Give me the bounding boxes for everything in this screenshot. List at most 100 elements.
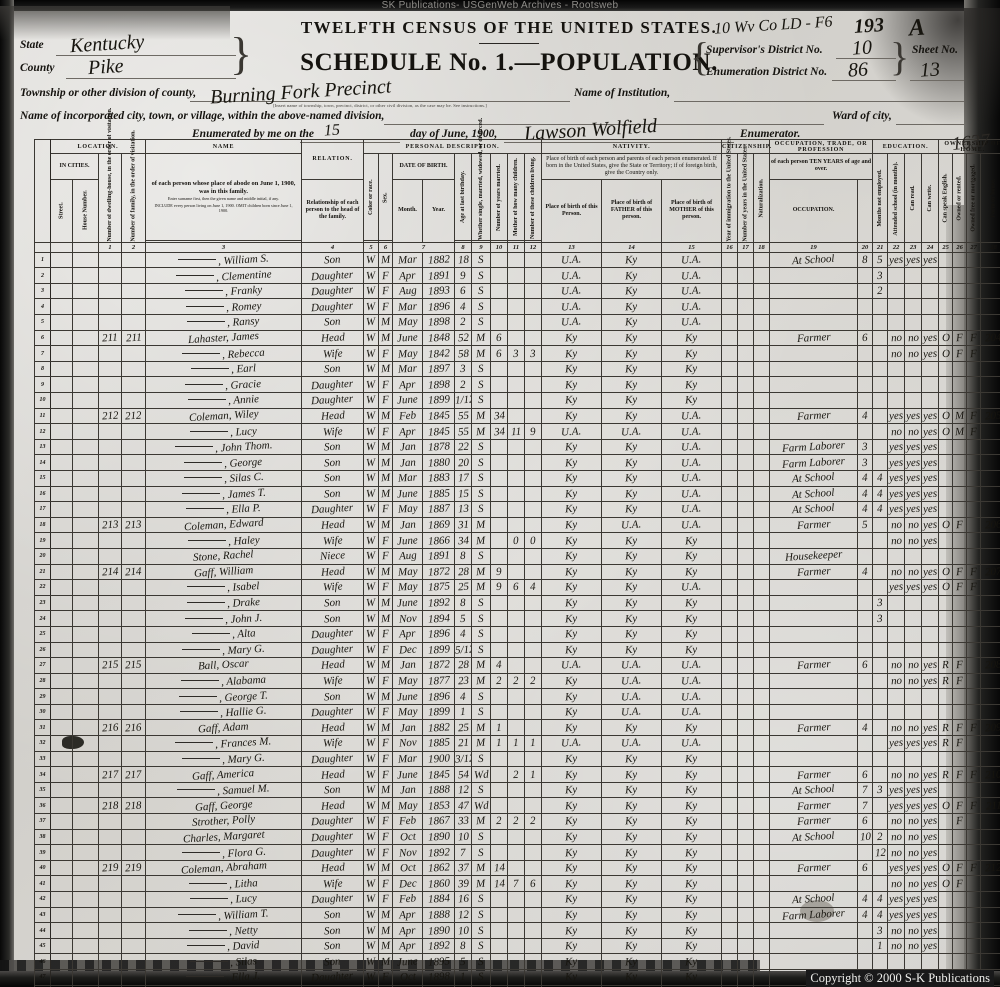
cell-school[interactable] (872, 532, 889, 549)
cell-name[interactable]: , William T. (145, 906, 302, 924)
cell-farm[interactable] (980, 251, 1000, 269)
cell-eng[interactable]: yes (921, 735, 940, 752)
cell-occ[interactable]: Farm Laborer (769, 438, 859, 456)
cell-mort[interactable]: F (952, 579, 968, 596)
cell-fbp[interactable]: U.A. (601, 672, 663, 690)
cell-cl[interactable] (523, 267, 543, 284)
cell-read[interactable] (887, 953, 906, 970)
cell-imm[interactable] (721, 906, 739, 924)
cell-month[interactable]: Dec (392, 641, 423, 659)
cell-school[interactable] (872, 641, 889, 659)
cell-dwelling[interactable] (98, 891, 122, 908)
cell-eng[interactable] (921, 267, 940, 284)
cell-house[interactable] (72, 937, 99, 955)
cell-month[interactable]: Jan (392, 781, 423, 799)
cell-house[interactable] (72, 282, 99, 300)
cell-relation[interactable]: Son (301, 781, 364, 799)
cell-nat[interactable] (753, 516, 771, 534)
cell-year[interactable]: 1875 (422, 579, 455, 596)
cell-mbp[interactable]: Ky (661, 392, 723, 409)
cell-age[interactable]: 23 (454, 672, 472, 690)
cell-house[interactable] (72, 968, 99, 986)
cell-cb[interactable]: 7 (507, 875, 525, 893)
cell-own[interactable]: R (938, 719, 954, 737)
cell-mbp[interactable]: Ky (661, 329, 723, 347)
cell-relation[interactable]: Wife (301, 579, 364, 596)
cell-mort[interactable] (952, 937, 968, 955)
cell-family[interactable] (121, 485, 146, 503)
cell-eng[interactable]: yes (921, 563, 940, 581)
cell-marital[interactable]: M (471, 813, 491, 830)
cell-write[interactable]: no (904, 329, 923, 347)
cell-eng[interactable]: yes (921, 438, 940, 456)
cell-color[interactable]: W (363, 516, 379, 534)
cell-color[interactable]: W (363, 891, 379, 908)
cell-dwelling[interactable] (98, 688, 122, 705)
cell-eng[interactable] (921, 298, 940, 316)
cell-dwelling[interactable] (98, 485, 122, 503)
cell-name[interactable]: , Lucy (145, 891, 302, 908)
cell-cb[interactable] (507, 407, 525, 425)
cell-name[interactable]: , Mary G. (145, 641, 302, 659)
cell-street[interactable] (50, 828, 73, 846)
cell-write[interactable] (904, 953, 923, 970)
cell-ym[interactable] (490, 485, 508, 503)
cell-mort[interactable] (952, 625, 968, 643)
cell-own[interactable] (938, 360, 954, 378)
cell-cb[interactable] (507, 719, 525, 737)
cell-dwelling[interactable]: 214 (98, 563, 122, 581)
cell-cl[interactable]: 9 (523, 423, 543, 440)
cell-mort[interactable] (952, 688, 968, 705)
cell-ym[interactable] (490, 766, 508, 783)
cell-sex[interactable]: F (378, 392, 393, 409)
cell-cl[interactable] (523, 797, 543, 815)
cell-month[interactable]: Oct (392, 859, 423, 877)
cell-year[interactable]: 1869 (422, 516, 455, 534)
cell-cb[interactable] (507, 469, 525, 487)
cell-nat[interactable] (753, 376, 771, 394)
cell-year[interactable]: 1898 (422, 376, 455, 394)
table-row[interactable]: 37 Strother, Polly Daughter W F Feb 1867 33 M 2 2 2… (34, 813, 1000, 830)
cell-yrs[interactable] (737, 688, 755, 705)
cell-ym[interactable]: 2 (490, 672, 508, 690)
cell-cl[interactable] (523, 625, 543, 643)
cell-occ[interactable]: Farmer (769, 719, 859, 737)
cell-ym[interactable] (490, 392, 508, 409)
cell-color[interactable]: W (363, 968, 379, 986)
cell-imm[interactable] (721, 579, 739, 596)
cell-bp[interactable]: Ky (541, 781, 603, 799)
cell-imm[interactable] (721, 423, 739, 440)
cell-year[interactable]: 1845 (422, 423, 455, 440)
cell-fh[interactable] (966, 844, 982, 861)
cell-fh[interactable] (966, 438, 982, 456)
cell-bp[interactable]: Ky (541, 376, 603, 394)
cell-bp[interactable]: Ky (541, 922, 603, 939)
cell-imm[interactable] (721, 657, 739, 674)
cell-own[interactable] (938, 625, 954, 643)
cell-sex[interactable]: M (378, 937, 393, 955)
cell-mos[interactable]: 4 (857, 501, 874, 518)
cell-year[interactable]: 1887 (422, 501, 455, 518)
cell-month[interactable]: Oct (392, 828, 423, 846)
cell-mos[interactable] (857, 875, 874, 893)
cell-eng[interactable]: yes (921, 407, 940, 425)
cell-year[interactable]: 1845 (422, 766, 455, 783)
cell-imm[interactable] (721, 735, 739, 752)
cell-month[interactable]: May (392, 314, 423, 331)
cell-write[interactable]: no (904, 657, 923, 674)
cell-sex[interactable]: M (378, 329, 393, 347)
cell-imm[interactable] (721, 875, 739, 893)
cell-occ[interactable]: At School (769, 469, 859, 487)
cell-mbp[interactable]: U.A. (661, 735, 723, 752)
cell-farm[interactable] (980, 532, 1000, 549)
cell-own[interactable] (938, 703, 954, 721)
cell-fh[interactable] (966, 267, 982, 284)
cell-school[interactable]: 4 (872, 469, 889, 487)
cell-year[interactable]: 1890 (422, 922, 455, 939)
cell-sex[interactable]: F (378, 532, 393, 549)
cell-mbp[interactable]: Ky (661, 766, 723, 783)
cell-year[interactable]: 1899 (422, 641, 455, 659)
cell-occ[interactable] (769, 703, 859, 721)
cell-own[interactable] (938, 469, 954, 487)
cell-sex[interactable]: M (378, 781, 393, 799)
